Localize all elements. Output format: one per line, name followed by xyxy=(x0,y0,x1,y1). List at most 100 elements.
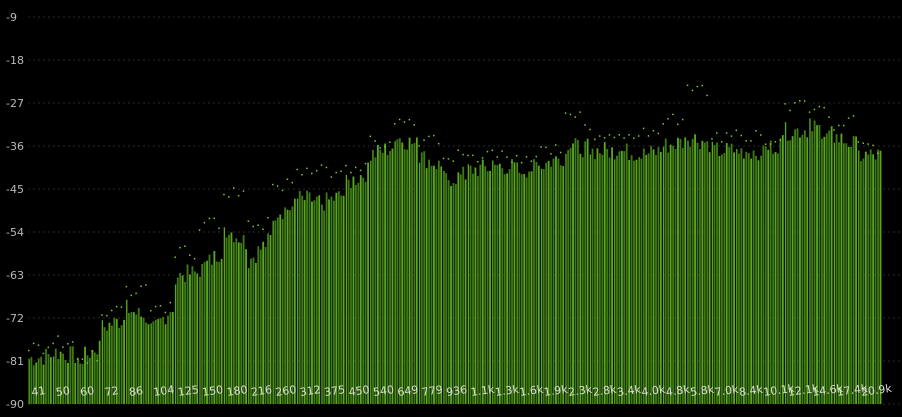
bar-segment xyxy=(184,281,186,404)
bar-segment xyxy=(418,162,421,404)
bar-segment xyxy=(364,181,367,404)
peak-marker xyxy=(862,142,864,144)
peak-marker xyxy=(642,127,645,130)
bar-segment xyxy=(547,160,550,404)
bar-segment xyxy=(838,142,840,404)
bar-segment xyxy=(520,174,523,404)
peak-marker xyxy=(379,147,381,149)
bar-segment xyxy=(269,235,272,404)
bar-segment xyxy=(74,362,77,404)
bar-segment xyxy=(96,354,99,404)
bar-segment xyxy=(657,147,660,405)
peak-marker xyxy=(584,124,586,126)
peak-marker xyxy=(203,221,206,224)
bar-segment xyxy=(879,150,882,404)
peak-marker xyxy=(706,94,708,97)
bar-segment xyxy=(542,169,545,404)
bar-segment xyxy=(864,151,867,404)
bar-segment xyxy=(613,159,616,404)
bar-segment xyxy=(786,140,789,404)
peak-marker xyxy=(476,160,479,163)
peak-marker xyxy=(115,305,118,308)
x-tick-label: 649 xyxy=(397,383,420,399)
x-tick-label: 779 xyxy=(421,383,444,399)
x-tick-label: 104 xyxy=(153,383,176,399)
bar-segment xyxy=(733,152,735,404)
peak-marker xyxy=(150,309,152,312)
bar-segment xyxy=(459,174,462,404)
bar-segment xyxy=(462,166,465,404)
bar xyxy=(857,17,882,404)
bar-segment xyxy=(118,327,121,404)
bar-segment xyxy=(625,143,628,404)
bar-segment xyxy=(47,354,50,404)
bar-segment xyxy=(303,200,306,404)
bar-segment xyxy=(699,149,701,404)
bar-segment xyxy=(533,159,535,404)
bar xyxy=(125,17,150,404)
bar-segment xyxy=(406,149,409,404)
bar-segment xyxy=(645,154,648,404)
bar-segment xyxy=(498,163,501,404)
peak-marker xyxy=(545,146,547,149)
x-tick-label: 12.1k xyxy=(787,382,820,399)
peak-marker xyxy=(672,113,674,116)
bar-segment xyxy=(71,346,74,404)
bar-segment xyxy=(501,168,504,404)
bar-segment xyxy=(581,157,584,404)
bar-segment xyxy=(242,235,245,404)
bar-segment xyxy=(267,233,269,404)
peak-marker xyxy=(789,109,791,112)
bar-segment xyxy=(874,159,877,404)
bar xyxy=(783,17,809,405)
bar-segment xyxy=(54,348,57,404)
peak-marker xyxy=(725,132,728,134)
x-axis-ticks: 41 50 60 72 86 104 125 150 180 216 260 312 375 450 540… xyxy=(31,382,894,399)
bar-segment xyxy=(720,154,723,404)
peak-marker xyxy=(511,161,513,163)
bar-segment xyxy=(825,133,828,404)
bar-segment xyxy=(491,160,494,404)
peak-marker xyxy=(247,220,250,222)
bar-segment xyxy=(411,143,413,404)
bar-segment xyxy=(52,356,55,404)
peak-marker xyxy=(530,160,533,162)
peak-marker xyxy=(389,141,391,143)
bar-segment xyxy=(586,138,589,404)
peak-marker xyxy=(589,128,591,131)
bar-segment xyxy=(259,249,262,404)
bar xyxy=(564,17,589,405)
bar-segment xyxy=(174,284,177,404)
peak-marker xyxy=(486,150,489,153)
bar-segment xyxy=(616,155,618,404)
bar-segment xyxy=(157,319,160,404)
peak-marker xyxy=(47,346,50,349)
bar xyxy=(27,17,52,404)
bar-segment xyxy=(752,150,755,404)
peak-marker xyxy=(96,359,98,362)
bar-segment xyxy=(764,146,767,404)
peak-marker xyxy=(125,285,128,288)
y-axis-ticks: -9 -18 -27 -36 -45 -54 -63 -72 -81 -90 xyxy=(6,11,24,411)
bar xyxy=(222,17,247,404)
x-tick-label: 14.6k xyxy=(811,382,844,399)
bar-segment xyxy=(525,177,528,404)
bar-segment xyxy=(103,327,106,404)
bar-segment xyxy=(347,179,350,404)
peak-marker xyxy=(218,227,220,230)
bar-segment xyxy=(818,124,821,404)
bar-segment xyxy=(567,149,570,404)
peak-marker xyxy=(608,134,611,136)
bar-segment xyxy=(79,363,82,404)
bar-segment xyxy=(152,321,155,404)
x-tick-label: 450 xyxy=(348,383,371,399)
bar-segment xyxy=(791,136,794,404)
peak-marker xyxy=(101,314,103,316)
x-tick-label: 936 xyxy=(445,383,468,399)
peak-marker xyxy=(598,135,601,137)
bar-segment xyxy=(130,312,133,404)
bar-segment xyxy=(667,152,670,404)
peak-marker xyxy=(833,129,835,131)
peak-marker xyxy=(847,117,850,119)
bar-segment xyxy=(76,357,79,404)
